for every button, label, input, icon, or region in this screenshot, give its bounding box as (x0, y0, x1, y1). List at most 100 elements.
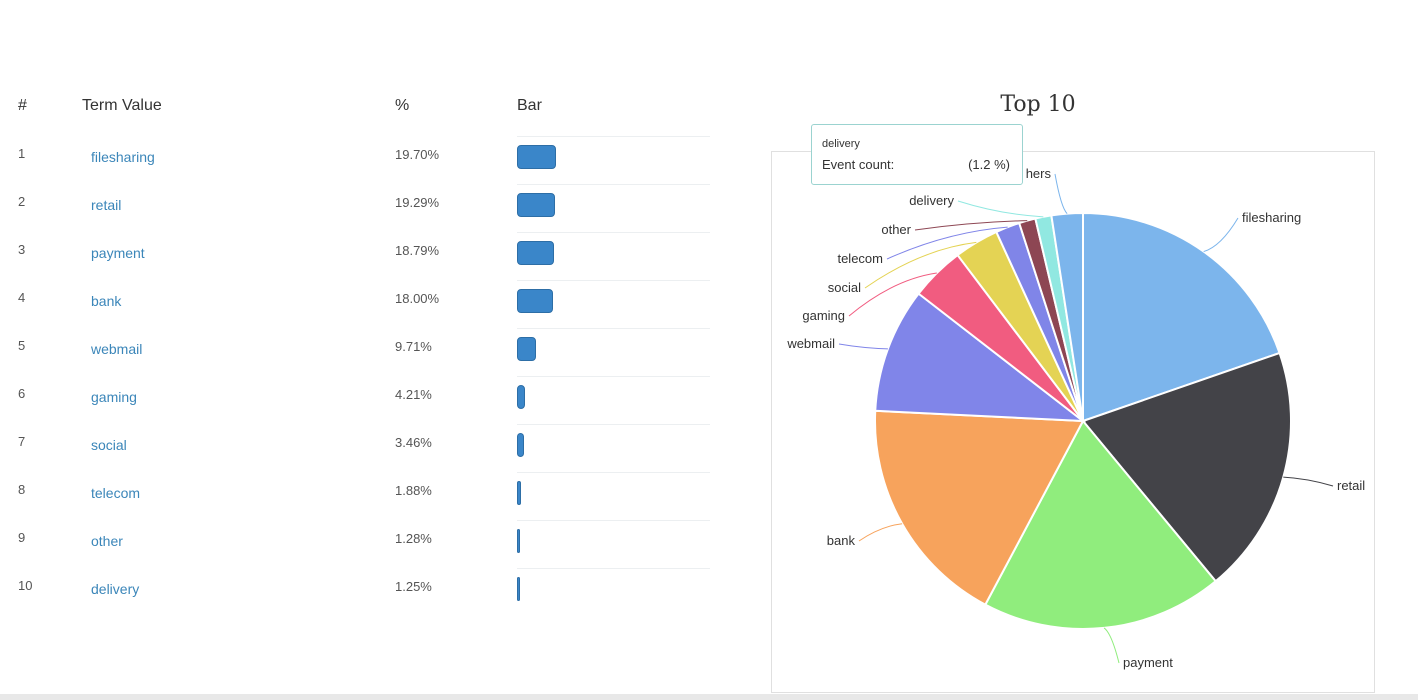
percent-bar (517, 577, 520, 601)
slice-label-delivery: delivery (909, 193, 954, 208)
tooltip-term: delivery (822, 138, 860, 150)
connector-social (864, 241, 977, 289)
connector-filesharing (1203, 217, 1239, 253)
pie-slice-payment[interactable] (983, 419, 1218, 630)
term-link[interactable]: payment (91, 245, 145, 261)
slice-label-filesharing: filesharing (1242, 210, 1301, 225)
table-row: 6 gaming 4.21% (0, 376, 720, 434)
percent-value: 3.46% (395, 435, 432, 450)
term-link[interactable]: telecom (91, 485, 141, 501)
row-divider (517, 424, 710, 425)
connector-bank (858, 523, 903, 542)
table-row: 10 delivery 1.25% (0, 568, 720, 626)
row-divider (517, 568, 710, 569)
percent-value: 1.88% (395, 483, 432, 498)
percent-bar (517, 241, 554, 265)
slice-label-payment: payment (1123, 655, 1173, 670)
row-number: 6 (18, 386, 26, 401)
connector-gaming (848, 272, 937, 317)
slice-label-others: hers (1026, 166, 1052, 181)
pie-slice-webmail[interactable] (874, 292, 1087, 423)
connector-retail (1283, 476, 1334, 487)
row-number: 1 (18, 146, 26, 161)
term-link[interactable]: filesharing (91, 149, 155, 165)
pie-slice-others[interactable] (1050, 211, 1084, 422)
percent-bar (517, 289, 553, 313)
row-number: 8 (18, 482, 26, 497)
row-number: 5 (18, 338, 26, 353)
percent-bar (517, 193, 555, 217)
term-link[interactable]: retail (91, 197, 122, 213)
table-row: 8 telecom 1.88% (0, 472, 720, 530)
row-number: 9 (18, 530, 26, 545)
row-divider (517, 136, 710, 137)
percent-value: 18.00% (395, 291, 440, 306)
row-divider (517, 376, 710, 377)
percent-bar (517, 145, 556, 169)
percent-bar (517, 337, 536, 361)
term-link[interactable]: bank (91, 293, 122, 309)
tooltip-value: (1.2 %) (968, 157, 1010, 172)
percent-value: 19.29% (395, 195, 440, 210)
percent-value: 19.70% (395, 147, 440, 162)
percent-value: 1.25% (395, 579, 432, 594)
slice-label-retail: retail (1337, 478, 1365, 493)
table-row: 7 social 3.46% (0, 424, 720, 482)
connector-webmail (838, 343, 888, 350)
row-number: 10 (18, 578, 33, 593)
percent-bar (517, 433, 524, 457)
term-link[interactable]: social (91, 437, 127, 453)
row-number: 3 (18, 242, 26, 257)
percent-value: 4.21% (395, 387, 432, 402)
table-row: 1 filesharing 19.70% (0, 136, 720, 194)
slice-label-other: other (881, 222, 911, 237)
row-divider (517, 232, 710, 233)
row-divider (517, 280, 710, 281)
term-link[interactable]: delivery (91, 581, 140, 597)
row-number: 2 (18, 194, 26, 209)
percent-bar (517, 529, 520, 553)
pie-slice-retail[interactable] (1081, 351, 1292, 583)
header-term-value: Term Value (82, 97, 162, 114)
slice-label-social: social (828, 280, 861, 295)
slice-label-bank: bank (827, 533, 856, 548)
term-link[interactable]: other (91, 533, 123, 549)
connector-delivery (957, 200, 1044, 218)
chart-title: Top 10 (1000, 92, 1076, 117)
row-number: 7 (18, 434, 26, 449)
connector-other (914, 220, 1028, 231)
term-link[interactable]: webmail (91, 341, 143, 357)
chart-frame (771, 151, 1375, 693)
connector-telecom (886, 226, 1008, 260)
table-row: 5 webmail 9.71% (0, 328, 720, 386)
tooltip-label: Event count: (822, 157, 895, 172)
row-divider (517, 520, 710, 521)
percent-value: 9.71% (395, 339, 432, 354)
slice-label-webmail: webmail (786, 336, 835, 351)
row-divider (517, 328, 710, 329)
terms-table: # Term Value % Bar 1 filesharing 19.70% 2 re… (0, 97, 720, 626)
bottom-strip (0, 694, 1418, 700)
slice-label-telecom: telecom (837, 251, 883, 266)
connector-others (1054, 173, 1068, 214)
percent-value: 1.28% (395, 531, 432, 546)
table-row: 4 bank 18.00% (0, 280, 720, 338)
term-link[interactable]: gaming (91, 389, 137, 405)
slice-label-gaming: gaming (802, 308, 845, 323)
header-num: # (18, 97, 27, 114)
table-row: 3 payment 18.79% (0, 232, 720, 290)
table-row: 9 other 1.28% (0, 520, 720, 578)
row-divider (517, 472, 710, 473)
header-percent: % (395, 97, 410, 114)
header-bar: Bar (517, 97, 542, 114)
connector-payment (1103, 627, 1120, 664)
row-number: 4 (18, 290, 26, 305)
pie-slice-bank[interactable] (874, 409, 1085, 606)
percent-bar (517, 481, 521, 505)
table-row: 2 retail 19.29% (0, 184, 720, 242)
percent-value: 18.79% (395, 243, 440, 258)
percent-bar (517, 385, 525, 409)
row-divider (517, 184, 710, 185)
chart-tooltip: delivery Event count: (1.2 %) (811, 124, 1023, 185)
